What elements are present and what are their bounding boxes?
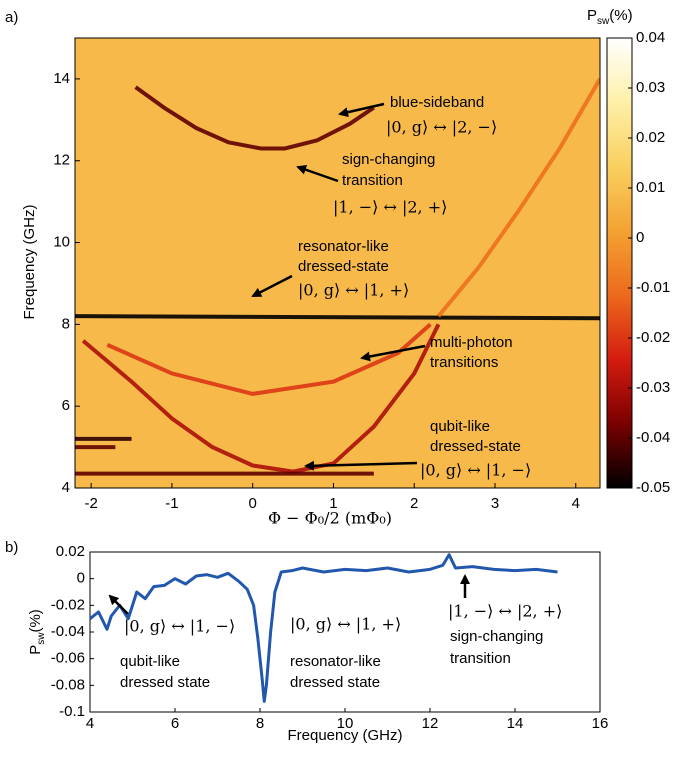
colorbar-tick-label: 0.04	[636, 29, 665, 46]
x-tick-label: 6	[171, 715, 179, 732]
y-tick-label: 4	[62, 479, 70, 496]
arrow	[304, 460, 418, 471]
y-tick-label: 14	[53, 70, 70, 87]
annotation: |0, g⟩ ↔ |1, +⟩	[298, 281, 409, 300]
x-tick-label: 3	[491, 495, 499, 512]
arrow	[296, 164, 339, 183]
heatmap-curve	[106, 322, 432, 396]
y-tick-label: -0.1	[59, 703, 85, 720]
annotation: blue-sideband	[390, 94, 484, 111]
colorbar-tick-label: 0.03	[636, 79, 665, 96]
label-unit: (%)	[27, 609, 44, 632]
heatmap-background	[75, 38, 600, 488]
annotation: |0, g⟩ ↔ |1, +⟩	[290, 615, 401, 634]
annotation: dressed state	[120, 674, 210, 691]
x-tick-label: -1	[165, 495, 178, 512]
x-tick-label: 1	[329, 495, 337, 512]
label-main: P	[587, 7, 597, 24]
heatmap-curve	[81, 323, 441, 474]
label-sub: sw	[597, 16, 610, 27]
annotation: qubit-like	[430, 418, 490, 435]
label-sub: sw	[36, 632, 47, 645]
colorbar-tick-label: 0.01	[636, 179, 665, 196]
x-tick-label: 4	[572, 495, 580, 512]
colorbar-tick-label: -0.02	[636, 329, 670, 346]
y-tick-label: 12	[53, 152, 70, 169]
x-tick-label: 14	[507, 715, 524, 732]
y-tick-label: -0.08	[51, 676, 85, 693]
heatmap-curve	[75, 314, 600, 321]
annotation: dressed state	[290, 674, 380, 691]
colorbar	[606, 37, 633, 489]
annotation: transition	[342, 172, 403, 189]
heatmap-curve	[134, 85, 375, 151]
annotation: |0, g⟩ ↔ |1, −⟩	[420, 461, 531, 480]
colorbar-tick-label: -0.04	[636, 429, 670, 446]
x-tick-label: 0	[249, 495, 257, 512]
y-tick-label: -0.06	[51, 650, 85, 667]
x-tick-label: 4	[86, 715, 94, 732]
axis-label: Psw(%)	[27, 609, 47, 655]
x-tick-label: 10	[337, 715, 354, 732]
heatmap-features	[75, 77, 600, 476]
arrow	[251, 274, 293, 298]
annotation: sign-changing	[450, 628, 543, 645]
annotation: |0, g⟩ ↔ |2, −⟩	[386, 118, 497, 137]
label-main: P	[27, 645, 44, 655]
colorbar-tick-label: 0	[636, 229, 644, 246]
y-tick-label: 6	[62, 397, 70, 414]
label-unit: (%)	[609, 7, 632, 24]
x-tick-label: -2	[84, 495, 97, 512]
y-tick-label: -0.02	[51, 596, 85, 613]
panel-label: b)	[5, 539, 18, 556]
annotation: dressed-state	[430, 438, 521, 455]
arrow	[338, 102, 385, 118]
heatmap-curve	[436, 77, 600, 318]
x-axis-label: Φ − Φ₀/2 (mΦ₀)	[268, 509, 392, 528]
colorbar-tick-label: -0.01	[636, 279, 670, 296]
colorbar-tick-label: -0.03	[636, 379, 670, 396]
x-tick-label: 12	[422, 715, 439, 732]
x-tick-label: 8	[256, 715, 264, 732]
y-tick-label: 8	[62, 315, 70, 332]
arrow	[360, 344, 426, 362]
annotation: dressed-state	[298, 258, 389, 275]
y-tick-label: -0.04	[51, 623, 85, 640]
colorbar-tick-label: -0.05	[636, 479, 670, 496]
annotation: |0, g⟩ ↔ |1, −⟩	[124, 617, 235, 636]
y-tick-label: 0	[77, 570, 85, 587]
data-line	[89, 553, 558, 703]
annotation: multi-photon	[430, 334, 513, 351]
y-tick-label: 10	[53, 234, 70, 251]
annotation: resonator-like	[298, 238, 389, 255]
x-tick-label: 2	[410, 495, 418, 512]
plot-frame	[74, 37, 601, 489]
colorbar-tick-label: 0.02	[636, 129, 665, 146]
x-tick-label: 16	[592, 715, 609, 732]
annotation: |1, −⟩ ↔ |2, +⟩	[448, 602, 562, 621]
annotation: resonator-like	[290, 653, 381, 670]
arrow	[108, 594, 129, 615]
axis-label: Psw(%)	[587, 7, 633, 27]
y-tick-label: 0.02	[56, 543, 85, 560]
annotation: transition	[450, 650, 511, 667]
x-axis-label: Frequency (GHz)	[287, 727, 402, 744]
annotation: |1, −⟩ ↔ |2, +⟩	[333, 198, 447, 217]
annotation: qubit-like	[120, 653, 180, 670]
y-axis-label: Frequency (GHz)	[21, 204, 38, 319]
annotation: sign-changing	[342, 151, 435, 168]
annotation: transitions	[430, 354, 498, 371]
panel-label: a)	[5, 9, 18, 26]
